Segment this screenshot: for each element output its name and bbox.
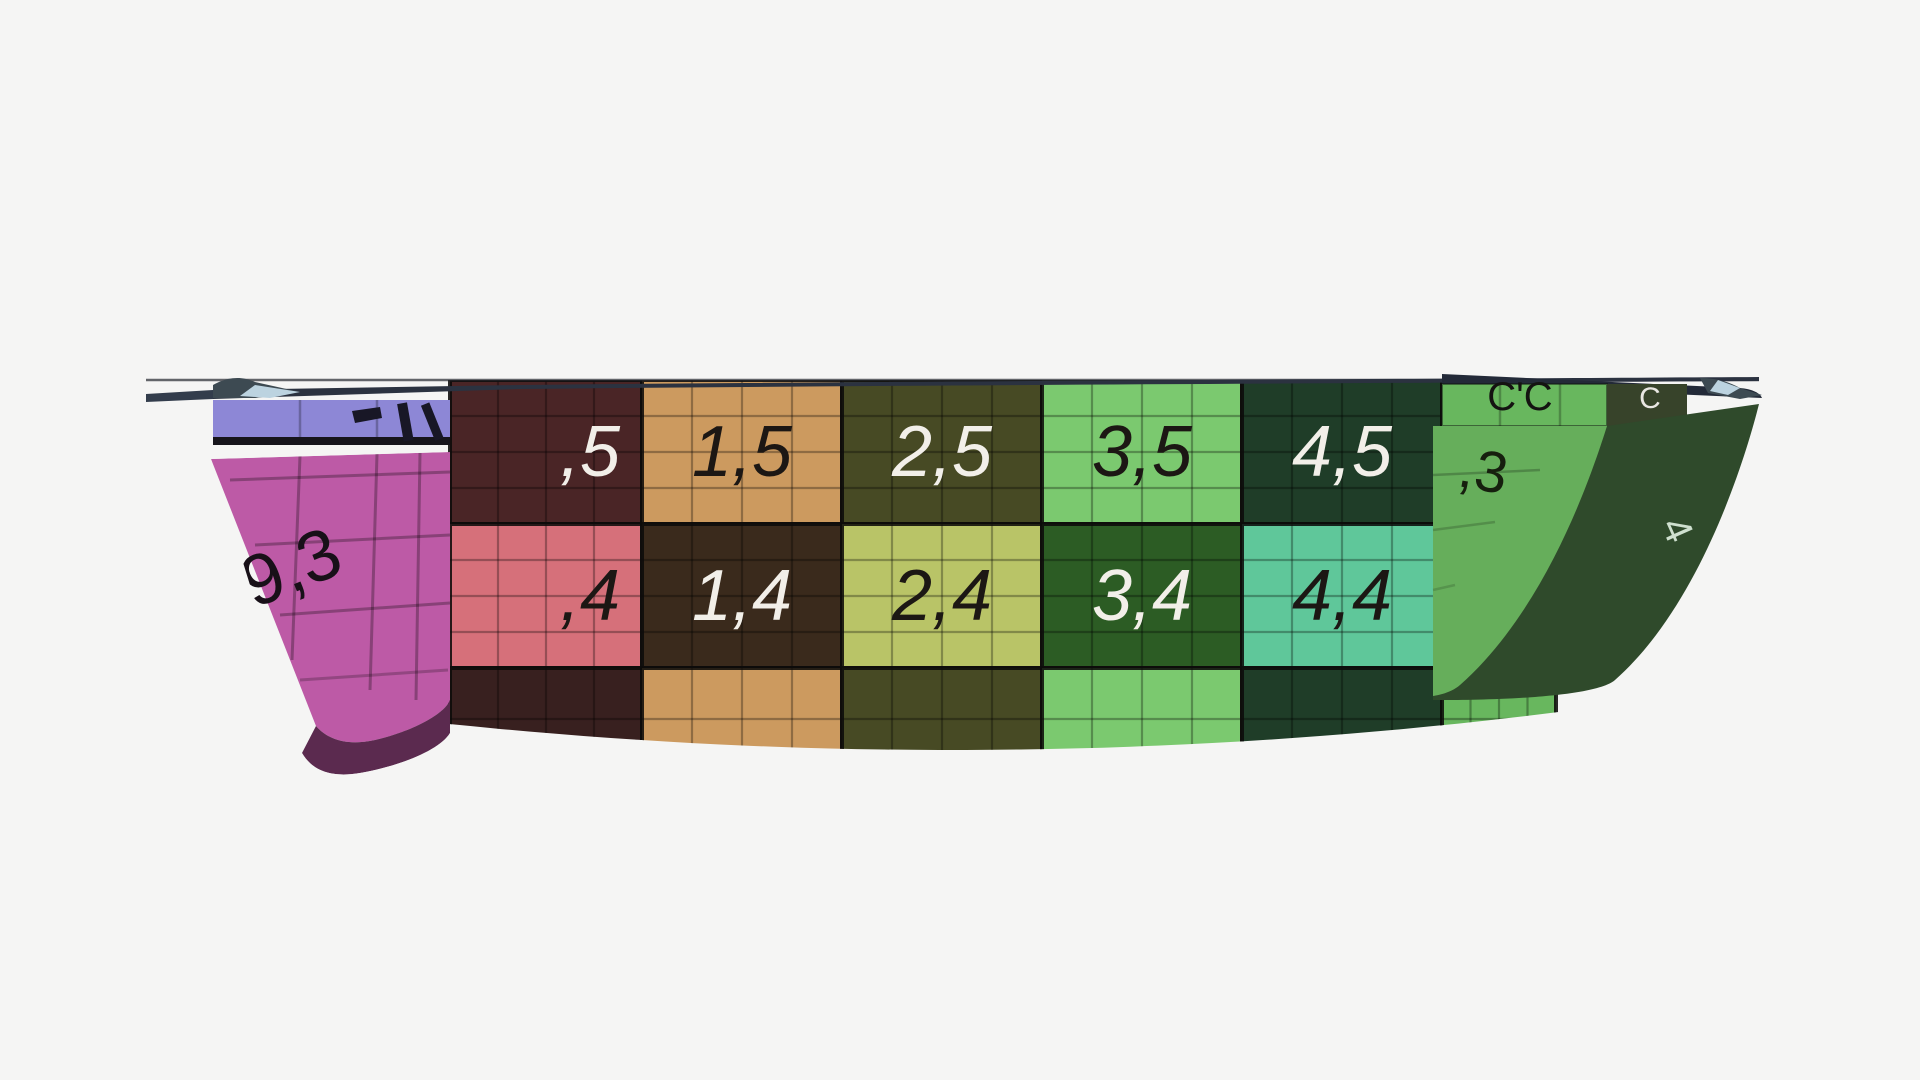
svg-text:4,4: 4,4 [1292, 556, 1392, 636]
svg-text:2,4: 2,4 [891, 556, 992, 636]
svg-text:,4: ,4 [560, 556, 620, 636]
svg-text:1,4: 1,4 [692, 556, 792, 636]
svg-text:C'C: C'C [1487, 375, 1552, 419]
svg-text:C: C [1639, 382, 1661, 415]
svg-text:4,5: 4,5 [1292, 412, 1393, 492]
svg-text:2,5: 2,5 [891, 412, 993, 492]
svg-text:,5: ,5 [560, 412, 621, 492]
svg-text:3,5: 3,5 [1092, 412, 1193, 492]
svg-text:1,5: 1,5 [692, 412, 793, 492]
svg-text:3,4: 3,4 [1092, 556, 1192, 636]
